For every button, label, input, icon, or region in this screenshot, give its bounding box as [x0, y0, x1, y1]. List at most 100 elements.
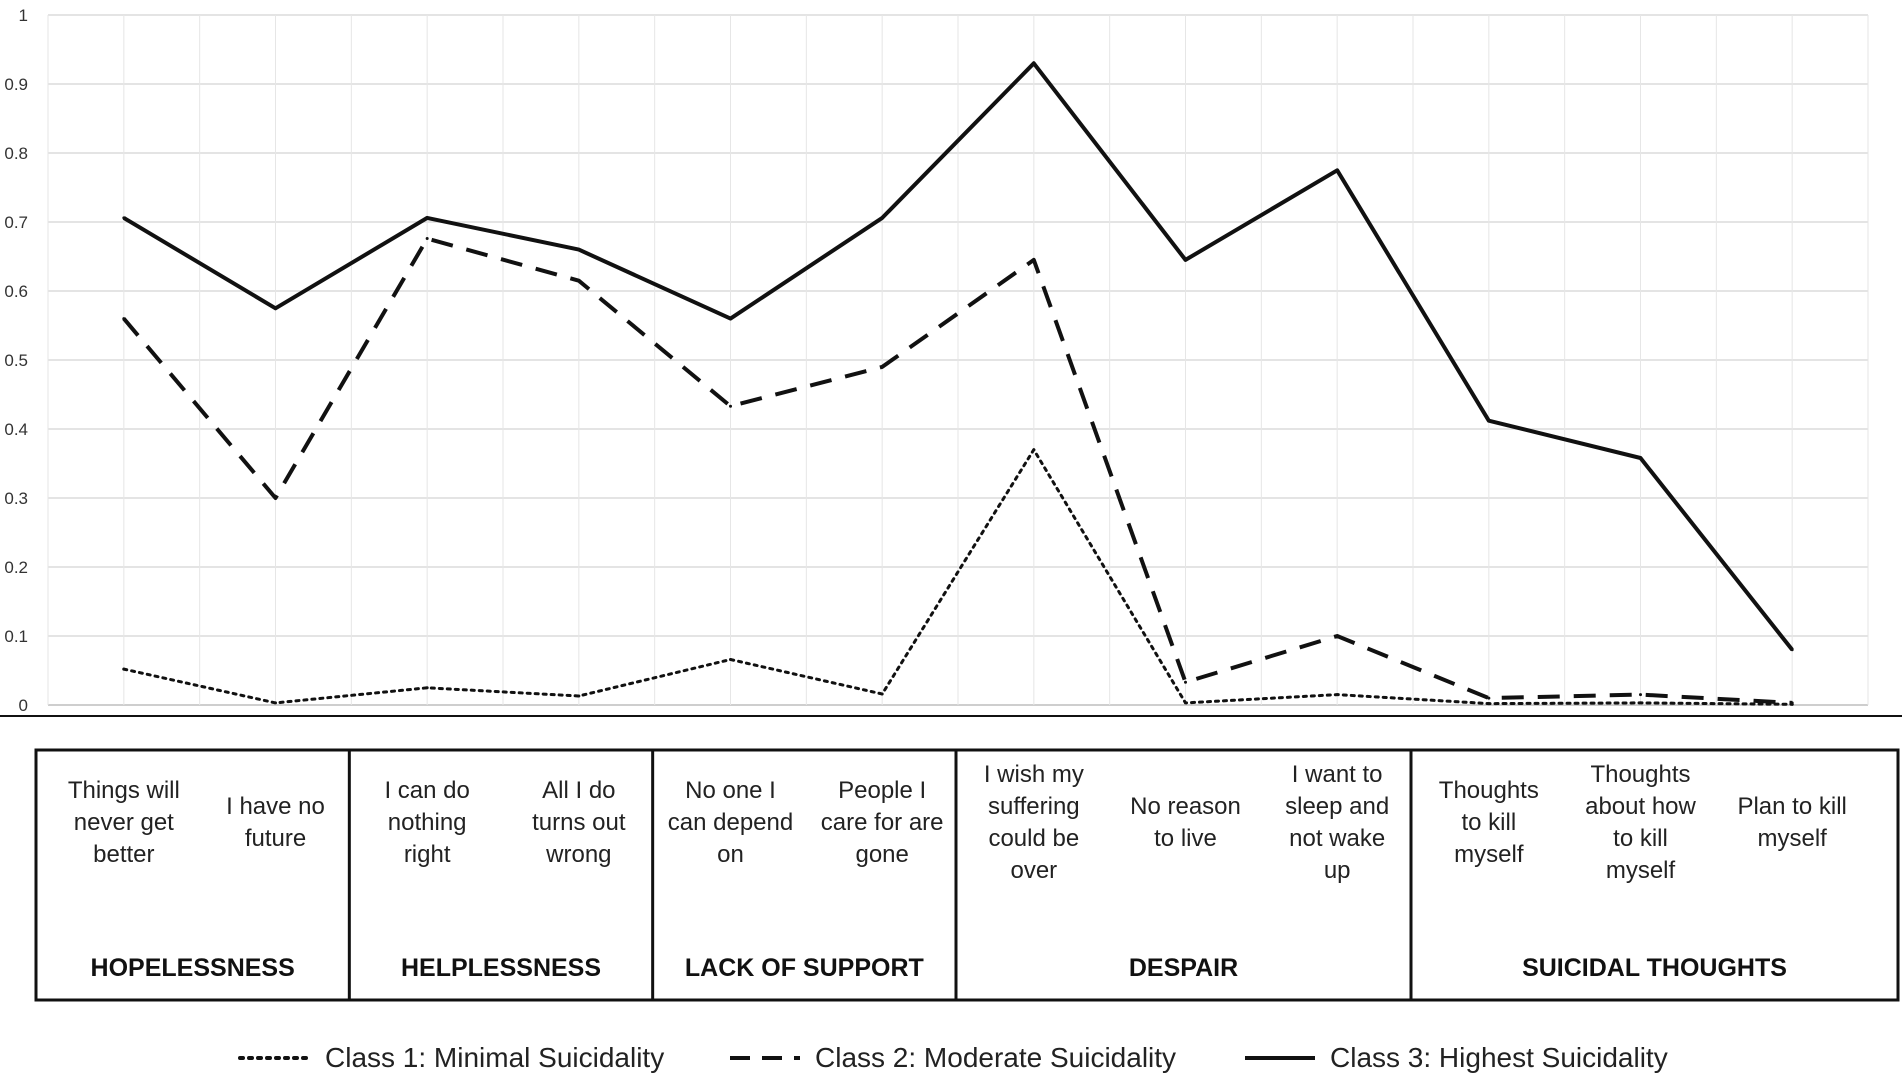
data-point — [1639, 693, 1642, 697]
category-label: No reason — [1130, 793, 1241, 820]
category-label: to kill — [1613, 825, 1668, 852]
data-point — [577, 279, 581, 283]
category-label: I can do — [384, 777, 469, 804]
y-tick-label: 0.3 — [4, 489, 28, 508]
y-tick-label: 0.8 — [4, 144, 28, 163]
y-tick-label: 0.2 — [4, 558, 28, 577]
category-label: future — [245, 825, 306, 852]
category-label: better — [93, 841, 154, 868]
data-point — [1032, 258, 1036, 262]
category-label: could be — [988, 825, 1079, 852]
data-point — [1184, 680, 1187, 684]
category-label: can depend — [668, 809, 793, 836]
y-tick-label: 0.1 — [4, 627, 28, 646]
data-point — [1184, 258, 1187, 262]
category-label: right — [404, 841, 451, 868]
data-point — [1032, 448, 1036, 452]
category-label: I want to — [1292, 761, 1383, 788]
data-point — [122, 216, 126, 220]
category-label: nothing — [388, 809, 467, 836]
group-label: HOPELESSNESS — [91, 954, 295, 982]
category-label: over — [1010, 857, 1057, 884]
y-tick-label: 0 — [19, 696, 28, 715]
category-label: myself — [1757, 825, 1827, 852]
group-label: LACK OF SUPPORT — [685, 954, 924, 982]
category-label: on — [717, 841, 744, 868]
data-point — [425, 216, 429, 220]
category-label: care for are — [821, 809, 944, 836]
data-point — [1790, 701, 1794, 705]
category-label: to live — [1154, 825, 1217, 852]
data-point — [729, 404, 732, 408]
y-axis-ticks: 0 0.1 0.2 0.3 0.4 0.5 0.6 0.7 0.8 0.9 1 — [4, 6, 28, 715]
category-label: up — [1324, 857, 1351, 884]
data-point — [1335, 168, 1339, 172]
category-label: I have no — [226, 793, 325, 820]
data-point — [122, 667, 126, 671]
data-point — [425, 237, 429, 241]
y-tick-label: 0.7 — [4, 213, 28, 232]
data-point — [729, 657, 732, 661]
data-point — [1335, 634, 1339, 638]
category-table: HOPELESSNESS HELPLESSNESS LACK OF SUPPORT D… — [0, 715, 1902, 1002]
data-point — [1184, 701, 1187, 705]
data-point — [1335, 693, 1339, 697]
data-point — [1487, 696, 1491, 700]
category-label: myself — [1606, 857, 1676, 884]
y-tick-label: 1 — [19, 6, 28, 25]
category-label: gone — [855, 841, 908, 868]
y-tick-label: 0.6 — [4, 282, 28, 301]
category-label: Plan to kill — [1737, 793, 1846, 820]
y-tick-label: 0.5 — [4, 351, 28, 370]
legend-label-class-2: Class 2: Moderate Suicidality — [815, 1042, 1176, 1073]
y-tick-label: 0.4 — [4, 420, 28, 439]
group-label: SUICIDAL THOUGHTS — [1522, 954, 1787, 982]
series-line-class-1 — [122, 448, 1794, 706]
category-label: People I — [838, 777, 926, 804]
data-point — [274, 701, 277, 705]
legend-label-class-3: Class 3: Highest Suicidality — [1330, 1042, 1668, 1073]
data-point — [274, 306, 277, 310]
data-point — [1487, 702, 1491, 706]
category-label: Thoughts — [1590, 761, 1690, 788]
category-label: never get — [74, 809, 174, 836]
series-line-class-3 — [122, 61, 1794, 652]
data-point — [577, 248, 581, 252]
data-point — [1790, 648, 1794, 652]
category-label: to kill — [1461, 809, 1516, 836]
category-label: about how — [1585, 793, 1696, 820]
data-point — [425, 686, 429, 690]
series-line-class-2 — [122, 236, 1793, 705]
category-label: suffering — [988, 793, 1080, 820]
category-label: not wake — [1289, 825, 1385, 852]
data-point — [1639, 456, 1642, 460]
group-label: HELPLESSNESS — [401, 954, 601, 982]
data-point — [1639, 701, 1642, 705]
category-label: turns out — [532, 809, 626, 836]
table-border — [34, 748, 1900, 1002]
category-label: All I do — [542, 777, 615, 804]
group-label: DESPAIR — [1129, 954, 1238, 982]
category-label: No one I — [685, 777, 776, 804]
legend-label-class-1: Class 1: Minimal Suicidality — [325, 1042, 664, 1073]
data-point — [880, 692, 884, 696]
legend: Class 1: Minimal Suicidality Class 2: Mod… — [238, 1042, 1668, 1073]
category-label: wrong — [545, 841, 611, 868]
data-point — [1032, 61, 1036, 65]
data-point — [122, 317, 126, 321]
data-point — [880, 216, 884, 220]
data-point — [880, 365, 884, 369]
category-label: sleep and — [1285, 793, 1389, 820]
category-label: Thoughts — [1439, 777, 1539, 804]
series-lines — [122, 61, 1794, 706]
data-point — [1487, 419, 1491, 423]
grid — [47, 14, 1869, 706]
data-point — [577, 694, 581, 698]
category-label: I wish my — [984, 761, 1084, 788]
category-label: myself — [1454, 841, 1524, 868]
data-point — [729, 317, 732, 321]
category-label: Things will — [68, 777, 180, 804]
data-point — [274, 496, 277, 500]
y-tick-label: 0.9 — [4, 75, 28, 94]
